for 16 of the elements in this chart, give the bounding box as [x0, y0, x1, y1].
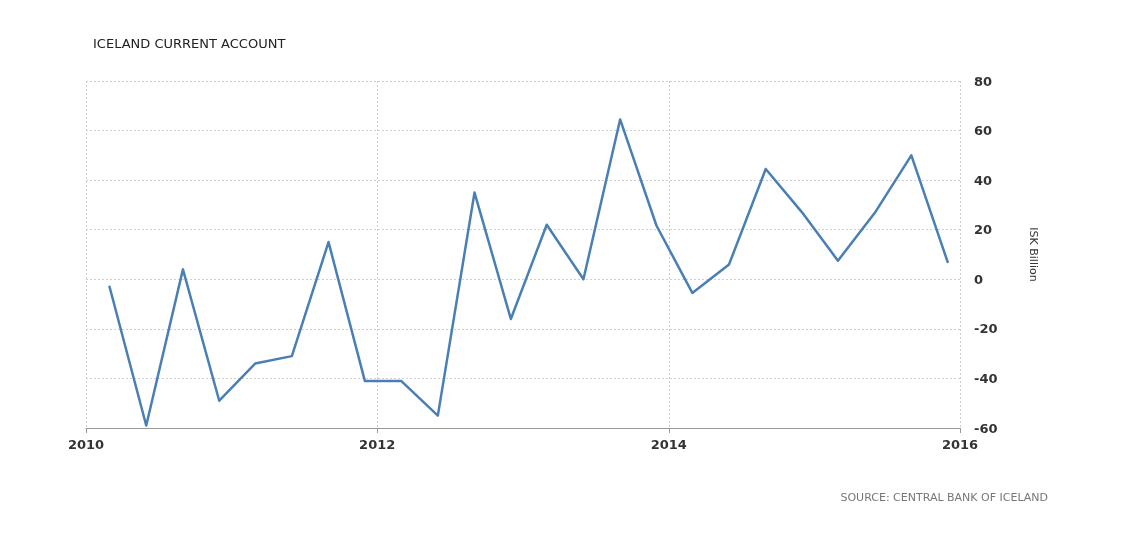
- y-tick-label: -40: [974, 370, 998, 386]
- y-tick-label: 60: [974, 123, 993, 139]
- y-tick-label: 0: [974, 271, 984, 287]
- x-tick-label: 2016: [941, 437, 979, 452]
- x-tick-label: 2014: [650, 437, 687, 452]
- y-tick-label: -60: [974, 420, 998, 436]
- y-tick-label: -20: [974, 321, 998, 337]
- y-tick-label: 40: [974, 172, 993, 188]
- y-tick-label: 80: [974, 73, 993, 89]
- source-note: SOURCE: CENTRAL BANK OF ICELAND: [840, 491, 1049, 504]
- x-tick-label: 2012: [359, 437, 396, 452]
- line-series: [108, 118, 949, 427]
- y-tick-label: 20: [974, 222, 993, 238]
- y-axis-title: ISK Billion: [1027, 227, 1040, 282]
- x-tick-label: 2010: [67, 437, 105, 452]
- chart-title: ICELAND CURRENT ACCOUNT: [93, 36, 286, 51]
